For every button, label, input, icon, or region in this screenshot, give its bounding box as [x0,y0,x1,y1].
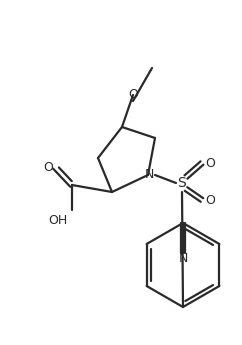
Text: O: O [43,160,53,174]
Text: N: N [144,168,154,180]
Text: N: N [178,252,188,265]
Text: OH: OH [48,214,68,227]
Text: O: O [205,194,215,207]
Text: O: O [205,157,215,169]
Text: O: O [128,88,138,100]
Text: S: S [178,176,186,190]
